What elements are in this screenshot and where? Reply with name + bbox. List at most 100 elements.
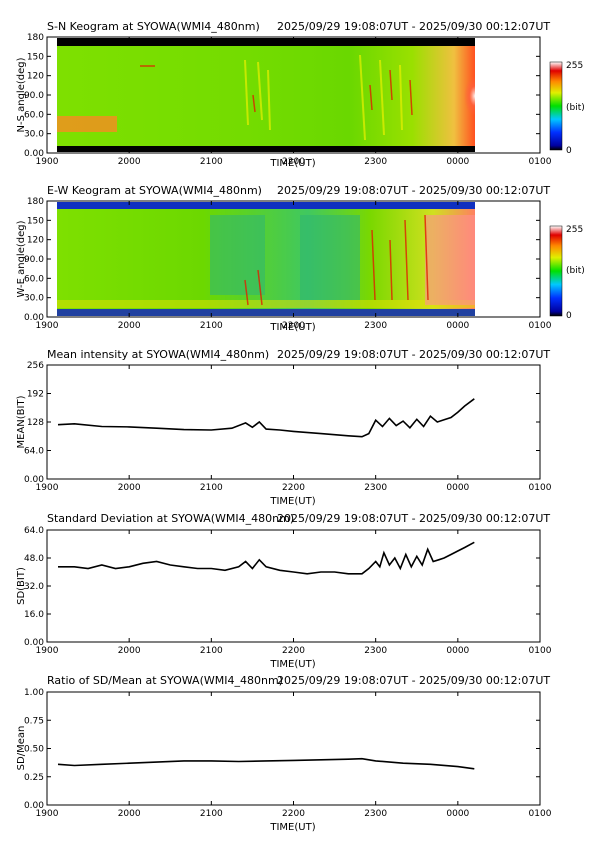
- ratio-time-range: 2025/09/29 19:08:07UT - 2025/09/30 00:12…: [277, 674, 550, 687]
- y-tick-label: 120: [27, 72, 44, 82]
- mean-xlabel: TIME(UT): [269, 496, 315, 507]
- ratio-ylabel: SD/Mean: [16, 726, 27, 771]
- sd-axes-frame: [46, 529, 541, 643]
- x-tick-label: 0100: [529, 483, 552, 493]
- x-tick-label: 0000: [446, 809, 469, 819]
- ew-colorbar: [549, 225, 563, 317]
- x-tick-label: 2300: [364, 157, 387, 167]
- y-tick-label: 0.00: [24, 638, 44, 648]
- sd-title: Standard Deviation at SYOWA(WMI4_480nm): [47, 512, 294, 525]
- sn-colorbar-unit: (bit): [566, 103, 585, 113]
- x-tick-label: 2200: [282, 483, 305, 493]
- x-tick-label: 2200: [282, 646, 305, 656]
- sn-keogram-panel: S-N Keogram at SYOWA(WMI4_480nm) 2025/09…: [16, 20, 585, 169]
- y-tick-label: 0.00: [24, 149, 44, 159]
- x-tick-label: 2100: [200, 321, 223, 331]
- y-tick-label: 0.75: [24, 716, 44, 726]
- x-tick-label: 0100: [529, 157, 552, 167]
- x-tick-label: 2200: [282, 809, 305, 819]
- sd-x-ticks: 1900 2000 2100 2200 2300 0000 0100: [36, 530, 552, 656]
- ew-colorbar-max: 255: [566, 225, 583, 235]
- x-tick-label: 2200: [282, 157, 305, 167]
- x-tick-label: 1900: [36, 321, 59, 331]
- mean-panel: Mean intensity at SYOWA(WMI4_480nm) 2025…: [16, 348, 552, 507]
- x-tick-label: 2300: [364, 646, 387, 656]
- sn-title: S-N Keogram at SYOWA(WMI4_480nm): [47, 20, 260, 33]
- y-tick-label: 48.0: [24, 554, 44, 564]
- y-tick-label: 16.0: [24, 610, 44, 620]
- x-tick-label: 1900: [36, 809, 59, 819]
- sd-time-range: 2025/09/29 19:08:07UT - 2025/09/30 00:12…: [277, 512, 550, 525]
- x-tick-label: 2000: [118, 809, 141, 819]
- x-tick-label: 2000: [118, 321, 141, 331]
- x-tick-label: 2000: [118, 483, 141, 493]
- x-tick-label: 2100: [200, 483, 223, 493]
- x-tick-label: 1900: [36, 483, 59, 493]
- x-tick-label: 0000: [446, 646, 469, 656]
- x-tick-label: 2100: [200, 646, 223, 656]
- y-tick-label: 150: [27, 216, 44, 226]
- x-tick-label: 0100: [529, 646, 552, 656]
- ew-xlabel: TIME(UT): [269, 322, 315, 333]
- ew-colorbar-unit: (bit): [566, 266, 585, 276]
- ratio-title: Ratio of SD/Mean at SYOWA(WMI4_480nm): [47, 674, 283, 687]
- x-tick-label: 1900: [36, 646, 59, 656]
- y-tick-label: 90.0: [24, 91, 44, 101]
- ew-ylabel: W-E angle(deg): [16, 220, 27, 297]
- sd-ylabel: SD(BIT): [16, 567, 27, 605]
- sd-y-ticks: 0.00 16.0 32.0 48.0 64.0: [24, 526, 540, 648]
- x-tick-label: 1900: [36, 157, 59, 167]
- sn-x-ticks: 1900 2000 2100 2200 2300 0000 0100: [36, 37, 552, 167]
- sn-colorbar-max: 255: [566, 61, 583, 71]
- x-tick-label: 2100: [200, 809, 223, 819]
- y-tick-label: 60.0: [24, 274, 44, 284]
- y-tick-label: 180: [27, 197, 44, 207]
- mean-title: Mean intensity at SYOWA(WMI4_480nm): [47, 348, 269, 361]
- y-tick-label: 180: [27, 33, 44, 43]
- ew-y-ticks: 0.00 30.0 60.0 90.0 120 150 180: [24, 197, 540, 323]
- y-tick-label: 30.0: [24, 294, 44, 304]
- x-tick-label: 2000: [118, 157, 141, 167]
- y-tick-label: 120: [27, 236, 44, 246]
- mean-y-ticks: 0.00 64.0 128 192 256: [24, 361, 540, 485]
- ratio-series-line: [57, 757, 475, 770]
- sn-colorbar: [549, 61, 563, 151]
- sd-series-line: [58, 541, 475, 575]
- x-tick-label: 2100: [200, 157, 223, 167]
- sn-y-ticks: 0.00 30.0 60.0 90.0 120 150 180: [24, 33, 540, 159]
- ratio-y-ticks: 0.00 0.25 0.50 0.75 1.00: [24, 688, 540, 811]
- y-tick-label: 1.00: [24, 688, 44, 698]
- y-tick-label: 30.0: [24, 130, 44, 140]
- y-tick-label: 0.50: [24, 745, 44, 755]
- y-tick-label: 0.00: [24, 475, 44, 485]
- x-tick-label: 2000: [118, 646, 141, 656]
- x-tick-label: 2200: [282, 321, 305, 331]
- x-tick-label: 0000: [446, 483, 469, 493]
- x-tick-label: 2300: [364, 809, 387, 819]
- y-tick-label: 128: [27, 418, 44, 428]
- ratio-x-ticks: 1900 2000 2100 2200 2300 0000 0100: [36, 692, 552, 819]
- x-tick-label: 0000: [446, 321, 469, 331]
- x-tick-label: 2300: [364, 321, 387, 331]
- x-tick-label: 2300: [364, 483, 387, 493]
- x-tick-label: 0100: [529, 809, 552, 819]
- y-tick-label: 32.0: [24, 582, 44, 592]
- y-tick-label: 192: [27, 390, 44, 400]
- y-tick-label: 150: [27, 52, 44, 62]
- x-tick-label: 0100: [529, 321, 552, 331]
- y-tick-label: 0.00: [24, 801, 44, 811]
- y-tick-label: 64.0: [24, 447, 44, 457]
- mean-axes-frame: [46, 364, 541, 480]
- ratio-xlabel: TIME(UT): [269, 822, 315, 833]
- y-tick-label: 90.0: [24, 255, 44, 265]
- sn-heatmap-image: [57, 38, 475, 152]
- y-tick-label: 64.0: [24, 526, 44, 536]
- mean-ylabel: MEAN(BIT): [16, 395, 27, 448]
- mean-time-range: 2025/09/29 19:08:07UT - 2025/09/30 00:12…: [277, 348, 550, 361]
- y-tick-label: 0.25: [24, 773, 44, 783]
- ew-heatmap-image: [57, 202, 475, 316]
- mean-series-line: [57, 398, 475, 438]
- ew-colorbar-min: 0: [566, 311, 572, 321]
- ew-title: E-W Keogram at SYOWA(WMI4_480nm): [47, 184, 262, 197]
